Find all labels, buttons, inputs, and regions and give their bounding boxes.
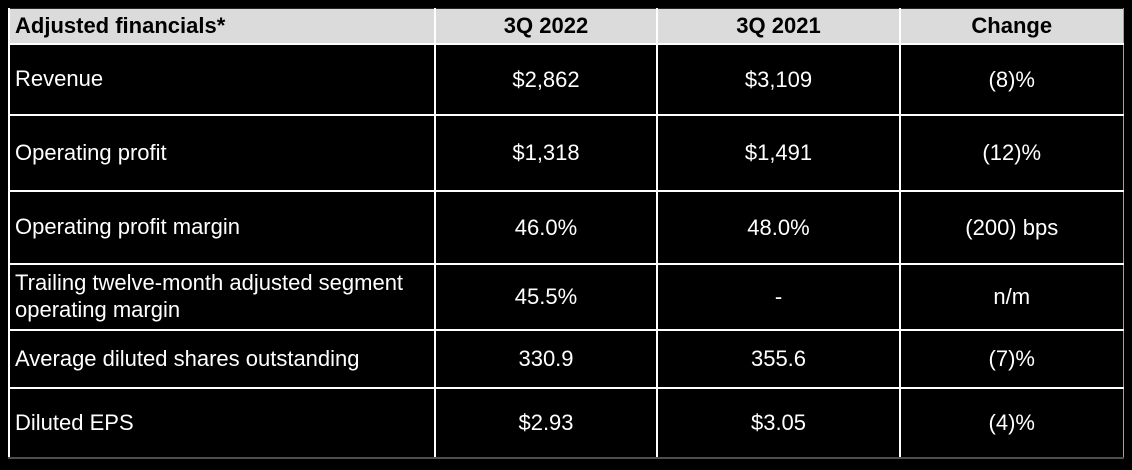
header-row: Adjusted financials* 3Q 2022 3Q 2021 Cha… bbox=[8, 8, 1124, 45]
value-cell-q3-2022: $2.93 bbox=[434, 387, 658, 459]
row-label-cell: Operating profit bbox=[8, 114, 436, 192]
row-label-cell: Revenue bbox=[8, 43, 436, 116]
header-cell-3q-2021: 3Q 2021 bbox=[656, 8, 901, 45]
value-cell-change: (12)% bbox=[899, 114, 1124, 192]
value-cell-change: (8)% bbox=[899, 43, 1124, 116]
value-cell-q3-2021: $3,109 bbox=[656, 43, 901, 116]
table-row: Diluted EPS $2.93 $3.05 (4)% bbox=[8, 387, 1124, 459]
value-cell-q3-2021: 355.6 bbox=[656, 329, 901, 389]
row-label-cell: Average diluted shares outstanding bbox=[8, 329, 436, 389]
value-cell-q3-2021: 48.0% bbox=[656, 190, 901, 265]
row-label-cell: Diluted EPS bbox=[8, 387, 436, 459]
adjusted-financials-table: Adjusted financials* 3Q 2022 3Q 2021 Cha… bbox=[8, 8, 1124, 459]
header-cell-adjusted-financials: Adjusted financials* bbox=[8, 8, 436, 45]
value-cell-q3-2021: $3.05 bbox=[656, 387, 901, 459]
table-row: Revenue $2,862 $3,109 (8)% bbox=[8, 43, 1124, 116]
table-row: Average diluted shares outstanding 330.9… bbox=[8, 329, 1124, 389]
value-cell-q3-2021: - bbox=[656, 263, 901, 331]
row-label-cell: Operating profit margin bbox=[8, 190, 436, 265]
header-cell-3q-2022: 3Q 2022 bbox=[434, 8, 658, 45]
value-cell-q3-2022: $2,862 bbox=[434, 43, 658, 116]
value-cell-q3-2022: 330.9 bbox=[434, 329, 658, 389]
value-cell-change: (7)% bbox=[899, 329, 1124, 389]
table-row: Operating profit $1,318 $1,491 (12)% bbox=[8, 114, 1124, 192]
value-cell-change: (200) bps bbox=[899, 190, 1124, 265]
table-row: Operating profit margin 46.0% 48.0% (200… bbox=[8, 190, 1124, 265]
row-label-cell: Trailing twelve-month adjusted segment o… bbox=[8, 263, 436, 331]
value-cell-q3-2022: 46.0% bbox=[434, 190, 658, 265]
value-cell-q3-2022: 45.5% bbox=[434, 263, 658, 331]
value-cell-change: n/m bbox=[899, 263, 1124, 331]
value-cell-q3-2022: $1,318 bbox=[434, 114, 658, 192]
table-row: Trailing twelve-month adjusted segment o… bbox=[8, 263, 1124, 331]
value-cell-change: (4)% bbox=[899, 387, 1124, 459]
value-cell-q3-2021: $1,491 bbox=[656, 114, 901, 192]
header-cell-change: Change bbox=[899, 8, 1124, 45]
